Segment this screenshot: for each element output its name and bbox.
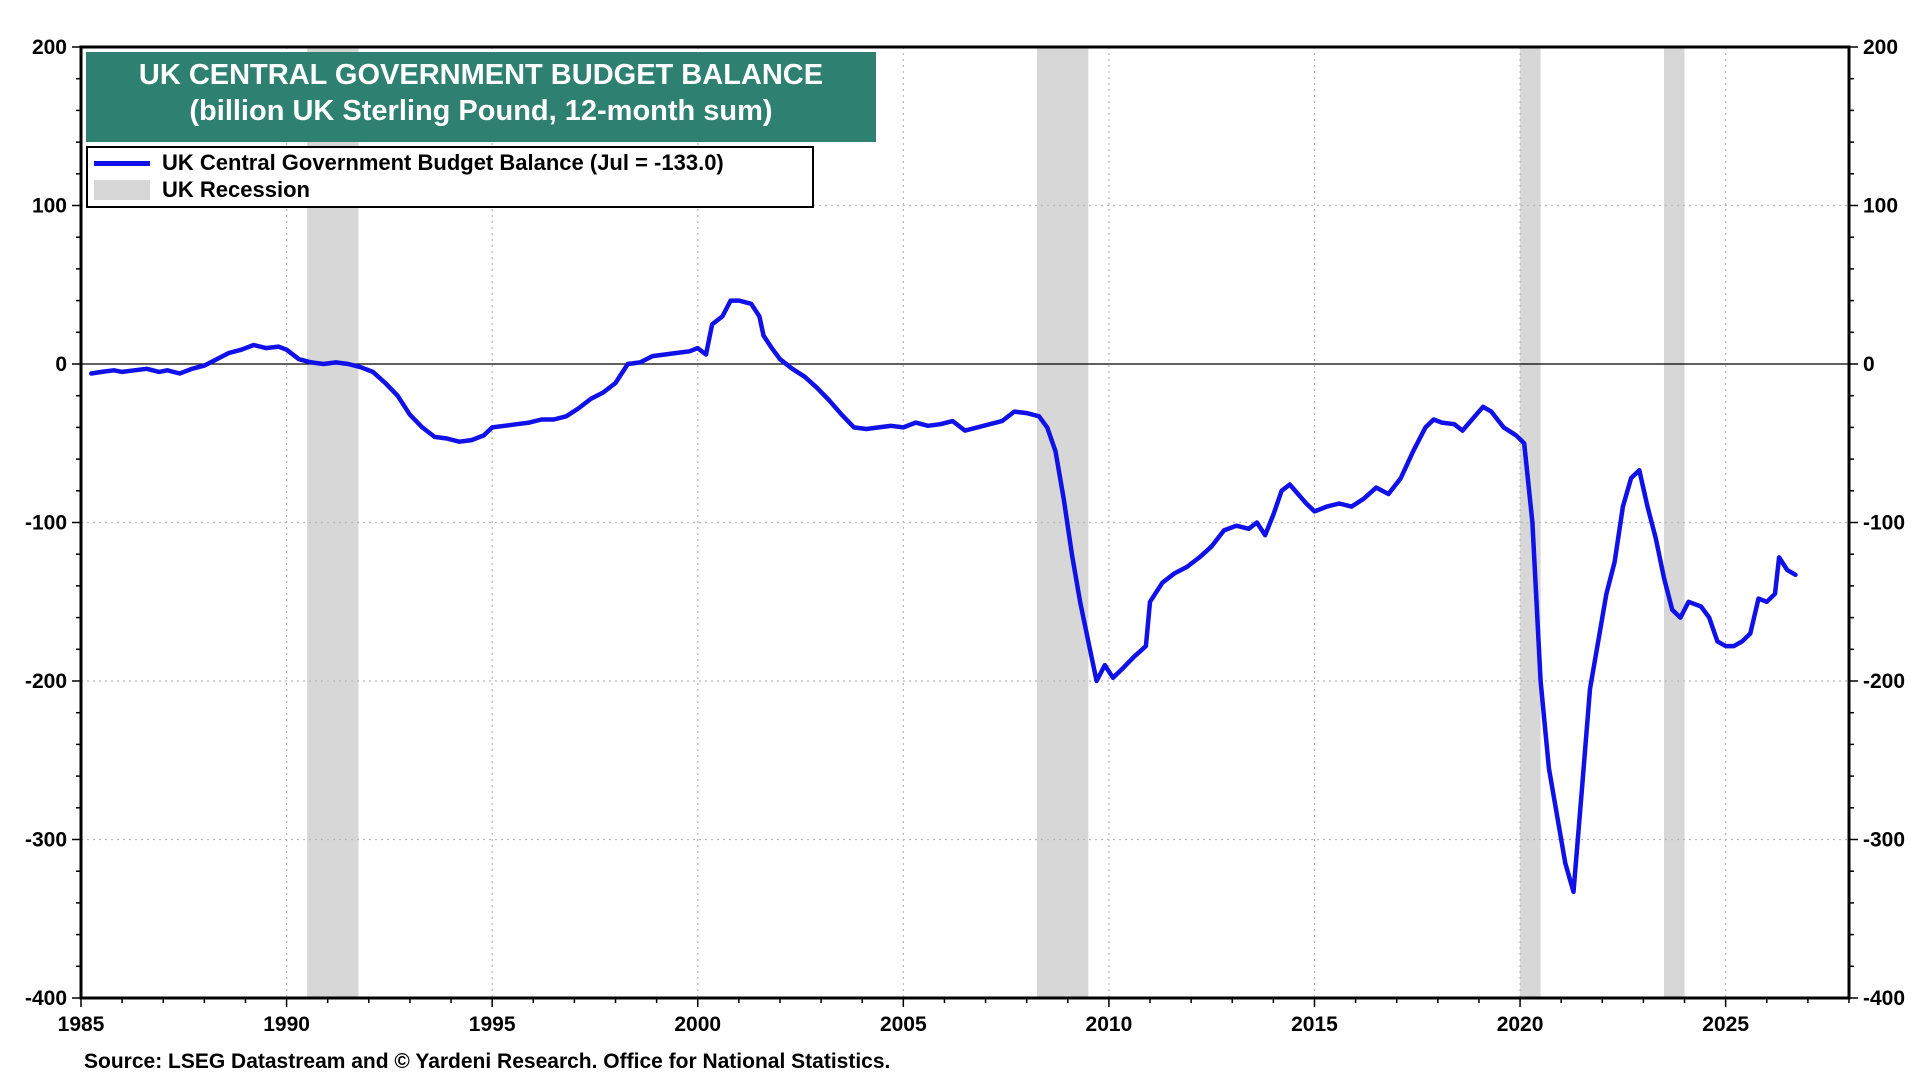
recession-band [1036,47,1089,998]
y-tick-label-left: -400 [25,987,67,1010]
legend-recession-label: UK Recession [162,177,310,202]
source-note: Source: LSEG Datastream and © Yardeni Re… [84,1050,891,1073]
legend-series-label: UK Central Government Budget Balance (Ju… [162,150,724,175]
y-tick-label-right: 0 [1863,353,1875,376]
y-tick-label-left: -300 [25,829,67,852]
legend-series-swatch [94,160,150,166]
legend: UK Central Government Budget Balance (Ju… [86,146,814,208]
chart-title: UK CENTRAL GOVERNMENT BUDGET BALANCE [138,59,824,91]
y-tick-label-right: 100 [1863,195,1898,218]
y-tick-label-left: -100 [25,512,67,535]
x-tick-label: 2000 [674,1013,721,1036]
legend-recession-swatch [94,180,150,200]
x-tick-label: 2005 [880,1013,927,1036]
legend-item-recession: UK Recession [88,177,310,203]
legend-item-series: UK Central Government Budget Balance (Ju… [88,150,724,176]
x-tick-label: 2010 [1086,1013,1133,1036]
y-tick-label-right: -100 [1863,512,1905,535]
y-tick-label-left: -200 [25,670,67,693]
x-tick-label: 1995 [469,1013,516,1036]
x-tick-label: 2020 [1497,1013,1544,1036]
recession-band [1663,47,1685,998]
y-tick-label-left: 0 [55,353,67,376]
y-tick-label-left: 100 [32,195,67,218]
x-tick-label: 2015 [1291,1013,1338,1036]
chart-subtitle: (billion UK Sterling Pound, 12-month sum… [189,95,773,127]
y-tick-label-right: -400 [1863,987,1905,1010]
series-line [89,298,1798,895]
y-tick-label-right: 200 [1863,36,1898,59]
plot-frame [79,45,1851,1000]
y-tick-label-left: 200 [32,36,67,59]
x-tick-label: 1985 [58,1013,105,1036]
x-tick-label: 1990 [263,1013,310,1036]
chart-title-box: UK CENTRAL GOVERNMENT BUDGET BALANCE (bi… [86,52,876,142]
y-tick-label-right: -200 [1863,670,1905,693]
y-tick-label-right: -300 [1863,829,1905,852]
x-tick-label: 2025 [1702,1013,1749,1036]
